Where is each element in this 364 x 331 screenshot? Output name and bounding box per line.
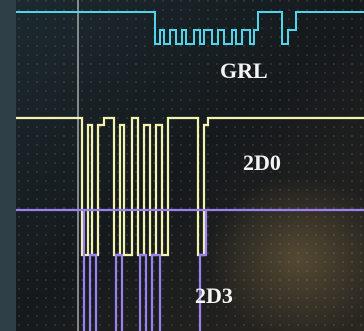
page: {"labels": ["GRL", "2D0", "2D3"]} GRL 2D… <box>0 0 364 331</box>
channel-label: 2D3 <box>195 283 233 308</box>
channel-label: 2D0 <box>243 150 281 175</box>
bezel <box>0 0 16 331</box>
channel-label: GRL <box>220 58 268 83</box>
grid <box>16 0 364 331</box>
oscilloscope-photo: GRL 2D0 2D3 <box>0 0 364 331</box>
